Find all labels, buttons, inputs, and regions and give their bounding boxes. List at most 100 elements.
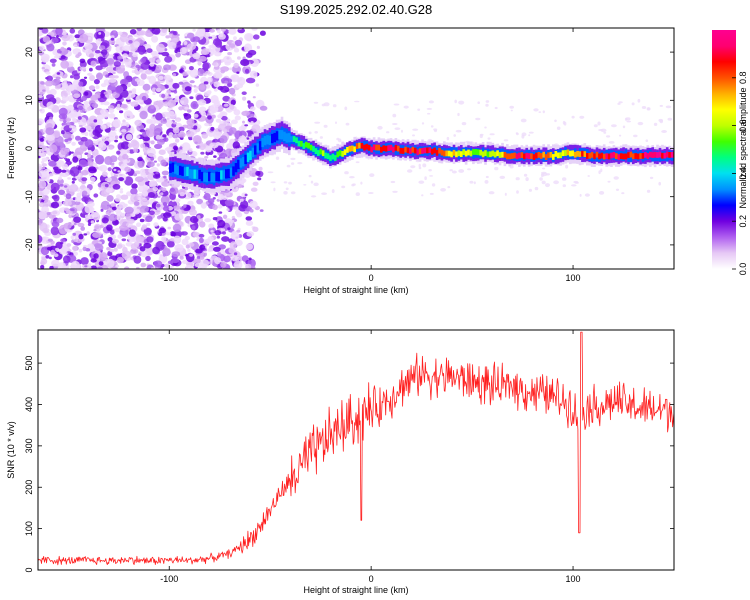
noise-blob (163, 175, 167, 179)
noise-blob (119, 110, 124, 114)
noise-blob (198, 233, 205, 238)
noise-blob (55, 28, 63, 36)
noise-blob (139, 246, 146, 252)
ridge-cell (181, 166, 185, 176)
ridge-cell (377, 144, 381, 151)
noise-blob (172, 82, 180, 89)
ridge-cell (200, 171, 204, 182)
noise-blob (139, 110, 148, 120)
ridge-cell (367, 144, 371, 151)
noise-blob (161, 111, 171, 118)
noise-blob (63, 185, 68, 188)
ridge-cell (602, 153, 606, 160)
noise-blob (221, 236, 230, 242)
noise-blob (100, 93, 105, 98)
noise-blob (180, 47, 187, 55)
ridge-cell (484, 150, 487, 156)
ridge-cell (348, 145, 352, 152)
noise-blob (206, 90, 212, 95)
ridge-cell (389, 144, 393, 151)
ridge-cell (215, 171, 218, 181)
noise-blob (66, 66, 75, 73)
noise-blob (185, 244, 190, 249)
noise-blob (613, 176, 619, 180)
noise-blob (53, 130, 61, 138)
noise-blob (38, 94, 43, 98)
ridge-cell (542, 151, 546, 158)
noise-blob (171, 258, 180, 264)
noise-blob (90, 123, 95, 127)
noise-blob (418, 163, 421, 168)
noise-blob (562, 184, 566, 188)
noise-blob (87, 72, 93, 76)
noise-blob (104, 183, 109, 188)
noise-blob (236, 229, 241, 233)
noise-blob (73, 216, 82, 223)
ridge-cell (450, 151, 453, 158)
noise-blob (124, 166, 132, 172)
noise-blob (137, 156, 143, 162)
noise-blob (133, 201, 140, 207)
noise-blob (132, 52, 138, 58)
noise-blob (250, 106, 256, 111)
ridge-cell (510, 153, 514, 159)
ridge-cell (365, 143, 369, 150)
noise-blob (121, 129, 127, 133)
noise-blob (161, 187, 167, 192)
noise-blob (193, 193, 200, 198)
noise-blob (485, 103, 489, 107)
noise-blob (183, 113, 188, 117)
noise-blob (69, 166, 80, 177)
noise-blob (258, 166, 263, 171)
noise-blob (148, 168, 154, 173)
noise-blob (146, 147, 156, 157)
noise-blob (386, 131, 390, 134)
noise-blob (210, 95, 219, 104)
noise-blob (60, 55, 66, 60)
ridge-cell (174, 164, 177, 174)
ridge-cell (399, 147, 403, 154)
ridge-cell (590, 152, 594, 158)
noise-blob (213, 81, 221, 88)
noise-blob (226, 143, 233, 150)
ridge-cell (644, 151, 647, 158)
noise-blob (392, 190, 398, 193)
noise-blob (130, 194, 139, 203)
ridge-cell (229, 167, 233, 177)
noise-blob (182, 260, 188, 264)
noise-blob (449, 169, 454, 172)
noise-blob (183, 41, 188, 45)
ridge-cell (275, 131, 279, 141)
ridge-cell (624, 153, 628, 160)
noise-blob (38, 85, 47, 95)
noise-blob (204, 238, 211, 245)
noise-blob (103, 91, 109, 95)
colorbar-tick-label: 0.8 (738, 72, 748, 85)
ridge-cell (171, 162, 175, 172)
noise-blob (428, 169, 432, 172)
spectrogram-y-tick-label: -10 (24, 190, 34, 203)
ridge-cell (658, 151, 662, 158)
noise-blob (160, 118, 168, 124)
noise-blob (625, 117, 631, 121)
noise-blob (658, 118, 663, 122)
noise-blob (418, 166, 422, 170)
noise-blob (161, 51, 169, 57)
noise-blob (255, 83, 260, 87)
noise-blob (475, 117, 481, 121)
noise-blob (479, 133, 484, 136)
noise-blob (192, 231, 200, 238)
noise-blob (38, 130, 43, 141)
noise-blob (82, 147, 87, 152)
noise-blob (245, 263, 252, 269)
noise-blob (96, 114, 104, 120)
noise-blob (189, 68, 199, 78)
noise-blob (96, 30, 106, 39)
noise-blob (51, 220, 60, 228)
noise-blob (349, 176, 355, 179)
noise-blob (136, 79, 145, 86)
noise-blob (188, 147, 193, 152)
noise-blob (41, 56, 50, 63)
noise-blob (139, 129, 146, 133)
noise-blob (88, 36, 92, 40)
